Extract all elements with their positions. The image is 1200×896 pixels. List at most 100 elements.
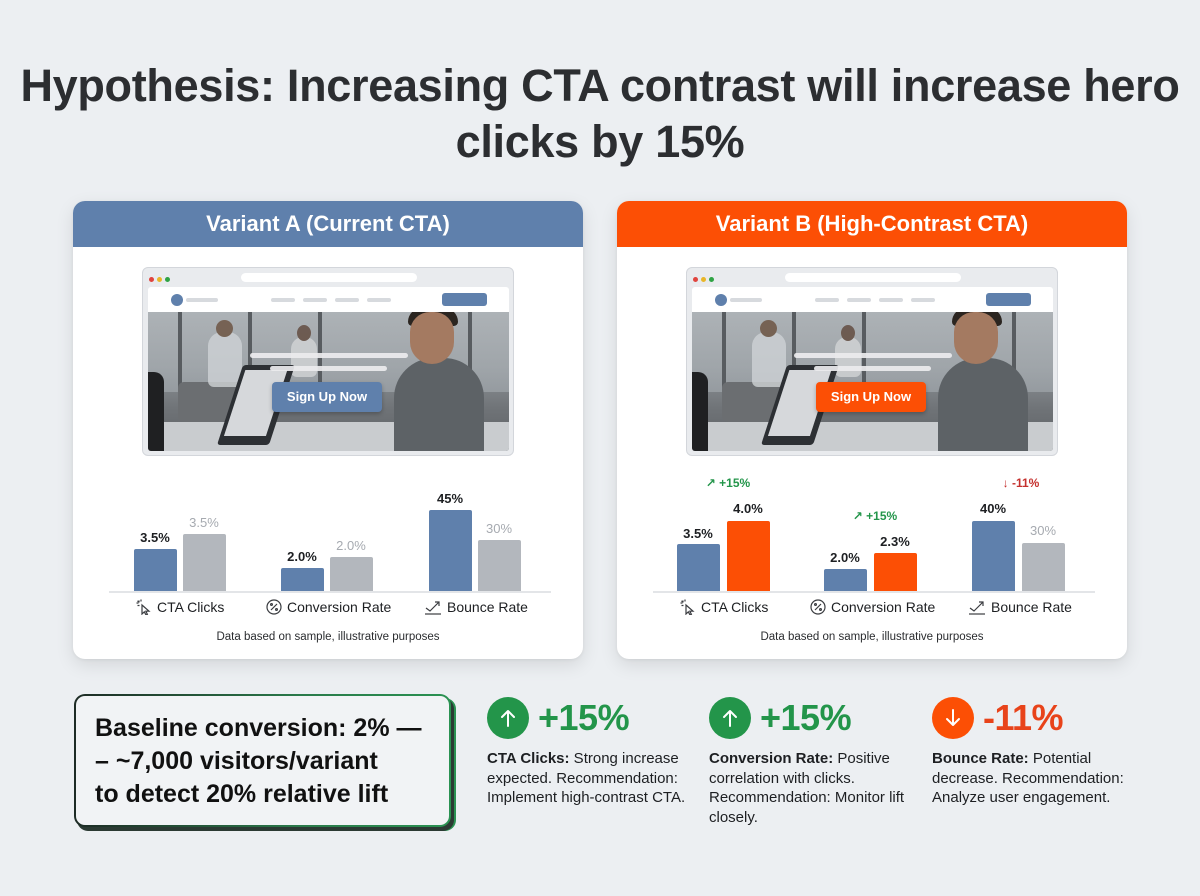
- sign-up-button[interactable]: Sign Up Now: [816, 382, 926, 412]
- mock-navbar: [148, 287, 509, 312]
- x-label-cta-clicks: CTA Clicks: [136, 599, 224, 615]
- mock-navbar: [692, 287, 1053, 312]
- data-label: 3.5%: [683, 526, 713, 541]
- kpi-text: Potential decrease. Recommendation: Anal…: [932, 750, 1124, 806]
- window-controls: [149, 277, 170, 282]
- kpi-label: Conversion Rate:: [709, 750, 834, 767]
- arrow-down-icon: [932, 697, 974, 739]
- kpi-cta-clicks: +15% CTA Clicks: Strong increase expecte…: [487, 697, 707, 808]
- kpi-description: Conversion Rate: Positive correlation wi…: [709, 749, 929, 827]
- nav-link-placeholder: [847, 298, 871, 302]
- hero-image: Sign Up Now: [692, 312, 1053, 451]
- nav-button-placeholder: [442, 293, 487, 306]
- sample-size-note: Baseline conversion: 2% — – ~7,000 visit…: [74, 694, 451, 827]
- data-label: 30%: [1029, 523, 1057, 538]
- bar-cta-clicks-primary: [134, 549, 177, 591]
- delta-conversion-rate: ↗ +15%: [852, 509, 898, 523]
- chart-baseline: [653, 591, 1095, 593]
- headline-placeholder: [250, 353, 408, 358]
- kpi-description: CTA Clicks: Strong increase expected. Re…: [487, 749, 707, 808]
- x-label-text: Conversion Rate: [831, 599, 936, 615]
- kpi-value: -11%: [983, 697, 1064, 738]
- chart-baseline: [109, 591, 551, 593]
- bar-bounce-primary: [429, 510, 472, 591]
- kpi-bounce-rate: -11% Bounce Rate: Potential decrease. Re…: [932, 697, 1152, 808]
- kpi-value: +15%: [538, 697, 630, 738]
- url-bar: [241, 273, 417, 282]
- logo-icon: [171, 294, 183, 306]
- percent-circle-icon: [810, 599, 826, 615]
- kpi-text: Strong increase expected. Recommendation…: [487, 750, 686, 806]
- variant-b-header: Variant B (High-Contrast CTA): [617, 201, 1127, 247]
- kpi-conversion-rate: +15% Conversion Rate: Positive correlati…: [709, 697, 929, 827]
- x-label-text: Bounce Rate: [991, 599, 1072, 615]
- data-label: 2.0%: [336, 538, 366, 553]
- bar-cta-clicks-secondary: [727, 521, 770, 591]
- x-label-bounce-rate: Bounce Rate: [424, 599, 528, 615]
- arrow-up-icon: [709, 697, 751, 739]
- x-label-conversion-rate: Conversion Rate: [810, 599, 935, 615]
- variant-a-chart: 3.5% 3.5% 2.0% 2.0% 45% 30% CTA Clicks C…: [73, 471, 583, 631]
- note-line: Baseline conversion: 2% —: [95, 714, 422, 742]
- data-label: 45%: [436, 491, 464, 506]
- x-label-conversion-rate: Conversion Rate: [266, 599, 391, 615]
- data-label: 2.0%: [830, 550, 860, 565]
- nav-link-placeholder: [271, 298, 295, 302]
- data-label: 40%: [979, 501, 1007, 516]
- variant-b-card: Variant B (High-Contrast CTA): [617, 201, 1127, 659]
- nav-link-placeholder: [335, 298, 359, 302]
- delta-cta-clicks: ↗ +15%: [705, 476, 751, 490]
- minimize-dot-icon: [701, 277, 706, 282]
- logo-icon: [715, 294, 727, 306]
- note-line: to detect 20% relative lift: [95, 780, 389, 808]
- kpi-value: +15%: [760, 697, 852, 738]
- chart-footnote: Data based on sample, illustrative purpo…: [216, 631, 440, 643]
- variant-a-header: Variant A (Current CTA): [73, 201, 583, 247]
- variant-a-card: Variant A (Current CTA): [73, 201, 583, 659]
- maximize-dot-icon: [165, 277, 170, 282]
- x-label-text: Bounce Rate: [447, 599, 528, 615]
- nav-link-placeholder: [303, 298, 327, 302]
- page-title: Hypothesis: Increasing CTA contrast will…: [20, 60, 1180, 167]
- nav-link-placeholder: [879, 298, 903, 302]
- close-dot-icon: [693, 277, 698, 282]
- arrow-up-icon: [487, 697, 529, 739]
- x-label-text: CTA Clicks: [157, 599, 225, 615]
- x-label-text: CTA Clicks: [701, 599, 769, 615]
- bar-cta-clicks-primary: [677, 544, 720, 591]
- cursor-click-icon: [680, 599, 695, 615]
- kpi-description: Bounce Rate: Potential decrease. Recomme…: [932, 749, 1152, 808]
- nav-button-placeholder: [986, 293, 1031, 306]
- data-label: 2.3%: [880, 534, 910, 549]
- nav-link-placeholder: [911, 298, 935, 302]
- headline-placeholder: [794, 353, 952, 358]
- kpi-label: CTA Clicks:: [487, 750, 570, 767]
- trend-chart-icon: [425, 601, 441, 615]
- data-label: 3.5%: [140, 530, 170, 545]
- bar-bounce-secondary: [478, 540, 521, 591]
- kpi-text: Positive correlation with clicks. Recomm…: [709, 750, 905, 826]
- bar-conversion-primary: [824, 569, 867, 591]
- chart-footnote: Data based on sample, illustrative purpo…: [760, 631, 984, 643]
- minimize-dot-icon: [157, 277, 162, 282]
- bar-conversion-primary: [281, 568, 324, 591]
- x-label-bounce-rate: Bounce Rate: [968, 599, 1072, 615]
- data-label: 4.0%: [733, 501, 763, 516]
- window-controls: [693, 277, 714, 282]
- hero-image: Sign Up Now: [148, 312, 509, 451]
- delta-bounce-rate: ↓ -11%: [1002, 476, 1040, 490]
- x-label-text: Conversion Rate: [287, 599, 392, 615]
- sign-up-button[interactable]: Sign Up Now: [272, 382, 382, 412]
- data-label: 3.5%: [189, 515, 219, 530]
- bar-bounce-primary: [972, 521, 1015, 591]
- bar-conversion-secondary: [330, 557, 373, 591]
- browser-mockup: Sign Up Now: [142, 267, 514, 456]
- bar-cta-clicks-secondary: [183, 534, 226, 591]
- subheadline-placeholder: [270, 366, 387, 371]
- maximize-dot-icon: [709, 277, 714, 282]
- variant-b-chart: ↗ +15% ↗ +15% ↓ -11% 3.5% 4.0% 2.0% 2.3%…: [617, 471, 1127, 631]
- nav-link-placeholder: [815, 298, 839, 302]
- url-bar: [785, 273, 961, 282]
- data-label: 30%: [485, 521, 513, 536]
- browser-mockup: Sign Up Now: [686, 267, 1058, 456]
